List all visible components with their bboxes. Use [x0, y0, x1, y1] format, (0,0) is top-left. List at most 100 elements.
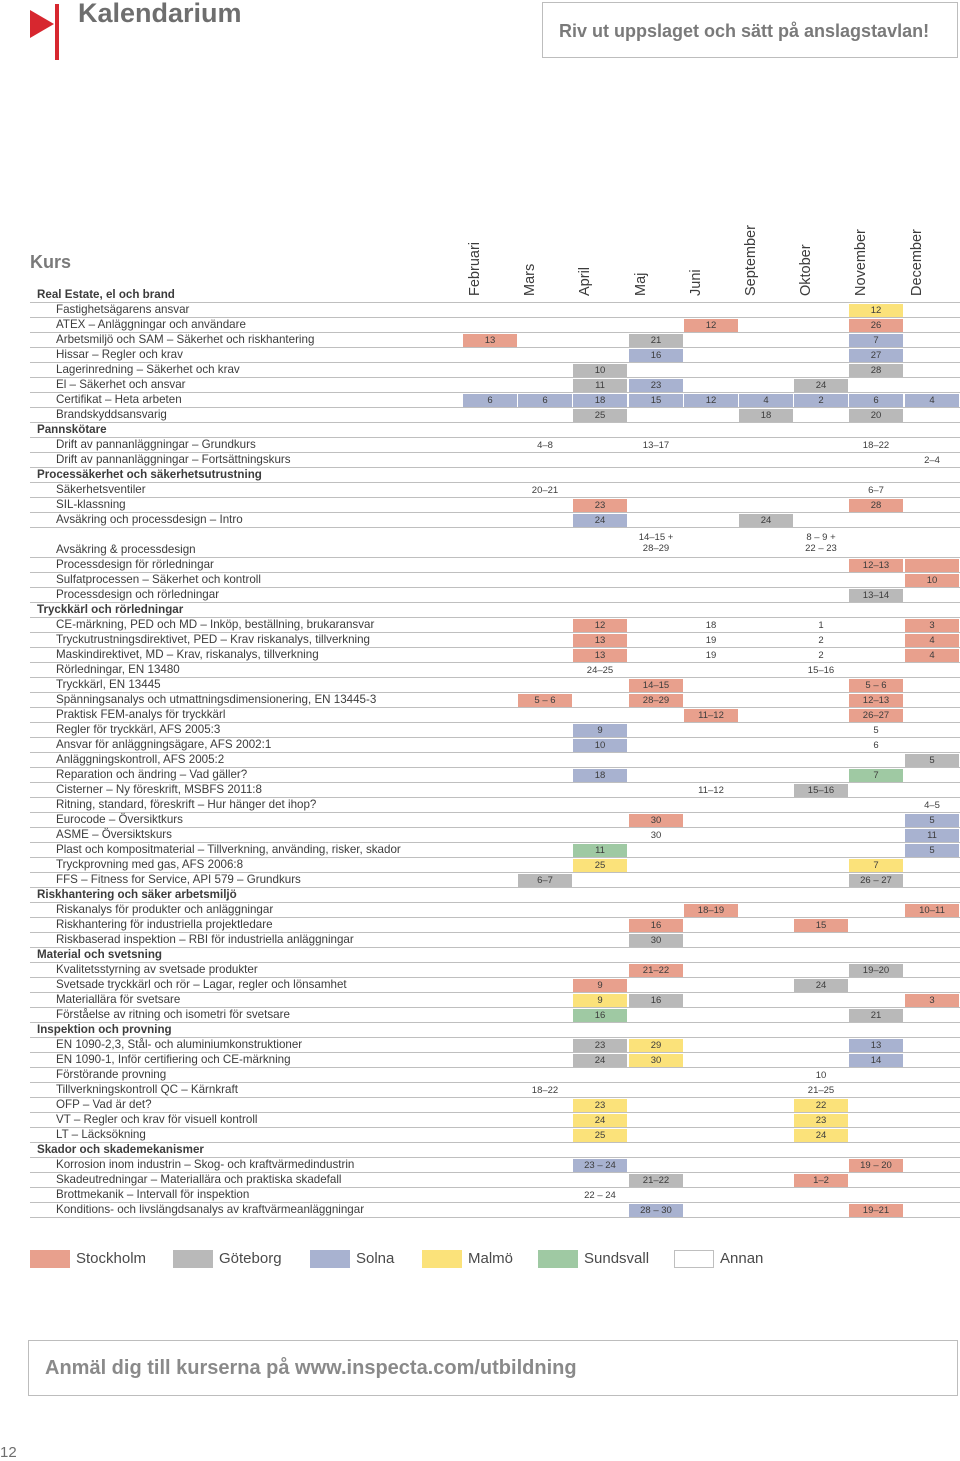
date-cell-november: 7 [849, 769, 903, 782]
course-row: Reparation och ändring – Vad gäller? 18 7 [30, 768, 960, 783]
date-cell-oktober: 22 [794, 1099, 848, 1112]
date-text: 18 [594, 395, 606, 406]
date-text: 13 [594, 635, 606, 646]
course-row: El – Säkerhet och ansvar 11 23 24 [30, 378, 960, 393]
date-cell-juni: 18 [684, 619, 738, 632]
course-label: Tryckutrustningsdirektivet, PED – Krav r… [56, 633, 370, 646]
course-label: CE-märkning, PED och MD – Inköp, beställ… [56, 618, 375, 631]
date-cell-november: 19–20 [849, 964, 903, 977]
legend-label: Solna [356, 1250, 395, 1267]
date-text: 9 [597, 995, 603, 1006]
course-label: Hissar – Regler och krav [56, 348, 183, 361]
tearoff-notice: Riv ut uppslaget och sätt på anslagstavl… [542, 2, 958, 58]
course-label: Avsäkring & processdesign [56, 543, 196, 556]
row-divider [30, 392, 960, 393]
course-row: Regler för tryckkärl, AFS 2005:3 9 5 [30, 723, 960, 738]
course-row: VT – Regler och krav för visuell kontrol… [30, 1113, 960, 1128]
date-text: 30 [650, 935, 662, 946]
date-text: 11 [595, 380, 605, 391]
course-label: Maskindirektivet, MD – Krav, riskanalys,… [56, 648, 319, 661]
date-text: 5 [929, 755, 935, 766]
course-label: El – Säkerhet och ansvar [56, 378, 186, 391]
course-label: Spänningsanalys och utmattningsdimension… [56, 693, 377, 706]
course-row: Fastighetsägarens ansvar 12 [30, 303, 960, 318]
date-cell-november: 21 [849, 1009, 903, 1022]
date-text: 9 [597, 725, 603, 736]
date-cell-april: 23 [573, 1099, 627, 1112]
course-label: Drift av pannanläggningar – Fortsättning… [56, 453, 291, 466]
date-text: 1–2 [813, 1175, 829, 1186]
category-label: Material och svetsning [37, 948, 162, 961]
row-divider [30, 647, 960, 648]
course-row: EN 1090-1, Inför certifiering och CE-mär… [30, 1053, 960, 1068]
date-cell-april: 18 [573, 769, 627, 782]
date-cell-december: 10–11 [905, 904, 959, 917]
date-cell-april: 25 [573, 1129, 627, 1142]
row-divider [30, 797, 960, 798]
date-text: 25 [594, 860, 606, 871]
course-label: FFS – Fitness for Service, API 579 – Gru… [56, 873, 301, 886]
course-label: Skadeutredningar – Materiallära och prak… [56, 1173, 342, 1186]
course-label: Förstörande provning [56, 1068, 167, 1081]
legend-swatch [173, 1250, 213, 1268]
row-divider [30, 422, 960, 423]
category-label: Pannskötare [37, 423, 107, 436]
date-text: 6–7 [537, 875, 553, 886]
course-row: Processdesign för rörledningar 12–13 [30, 558, 960, 573]
course-row: Tryckkärl, EN 13445 14–15 5 – 6 [30, 678, 960, 693]
course-row: FFS – Fitness for Service, API 579 – Gru… [30, 873, 960, 888]
inspecta-logo-icon [30, 4, 59, 60]
row-divider [30, 767, 960, 768]
row-divider [30, 932, 960, 933]
row-divider [30, 692, 960, 693]
legend-label: Annan [720, 1250, 764, 1267]
row-divider [30, 557, 960, 558]
date-cell-juni: 12 [684, 394, 738, 407]
course-label: Säkerhetsventiler [56, 483, 146, 496]
date-cell-april: 22 – 24 [573, 1189, 627, 1202]
row-divider [30, 332, 960, 333]
row-divider [30, 602, 960, 603]
legend-swatch [422, 1250, 462, 1268]
date-text: 22 – 24 [584, 1190, 616, 1201]
course-label: Processdesign och rörledningar [56, 588, 220, 601]
row-divider [30, 452, 960, 453]
date-cell-oktober: 2 [794, 394, 848, 407]
date-cell-april: 13 [573, 634, 627, 647]
course-label: Ansvar för anläggningsägare, AFS 2002:1 [56, 738, 272, 751]
course-row: Hissar – Regler och krav 16 27 [30, 348, 960, 363]
row-divider [30, 707, 960, 708]
date-text: 3 [929, 620, 935, 631]
date-text: 30 [650, 830, 662, 841]
date-cell-november: 19–21 [849, 1204, 903, 1217]
course-row: Drift av pannanläggningar – Fortsättning… [30, 453, 960, 468]
date-text: 30 [650, 1055, 662, 1066]
date-text: 24 [815, 980, 827, 991]
course-row: Tillverkningskontroll QC – Kärnkraft 18–2… [30, 1083, 960, 1098]
date-text: 5 [929, 845, 935, 856]
date-text: 7 [873, 860, 879, 871]
row-divider [30, 902, 960, 903]
date-text: 24 [815, 1130, 827, 1141]
date-cell-november: 28 [849, 499, 903, 512]
date-cell-april: 23 [573, 1039, 627, 1052]
date-text: 5 [873, 725, 879, 736]
date-cell-september: 18 [739, 409, 793, 422]
row-divider [30, 662, 960, 663]
date-text: 22 [815, 1100, 827, 1111]
date-text: 23 – 24 [584, 1160, 616, 1171]
date-cell-april: 16 [573, 1009, 627, 1022]
date-cell-november: 18–22 [849, 439, 903, 452]
date-text: 1 [818, 620, 824, 631]
category-row: Inspektion och provning [30, 1023, 960, 1038]
date-text: 29 [650, 1040, 662, 1051]
row-divider [30, 587, 960, 588]
date-cell-april: 24 [573, 1054, 627, 1067]
course-row: ATEX – Anläggningar och användare 12 26 [30, 318, 960, 333]
date-cell-april: 24 [573, 514, 627, 527]
date-cell-december [905, 559, 959, 572]
date-cell-november: 26 – 27 [849, 874, 903, 887]
course-label: ASME – Översiktskurs [56, 828, 172, 841]
date-cell-maj: 29 [629, 1039, 683, 1052]
date-text: 6 [873, 740, 879, 751]
